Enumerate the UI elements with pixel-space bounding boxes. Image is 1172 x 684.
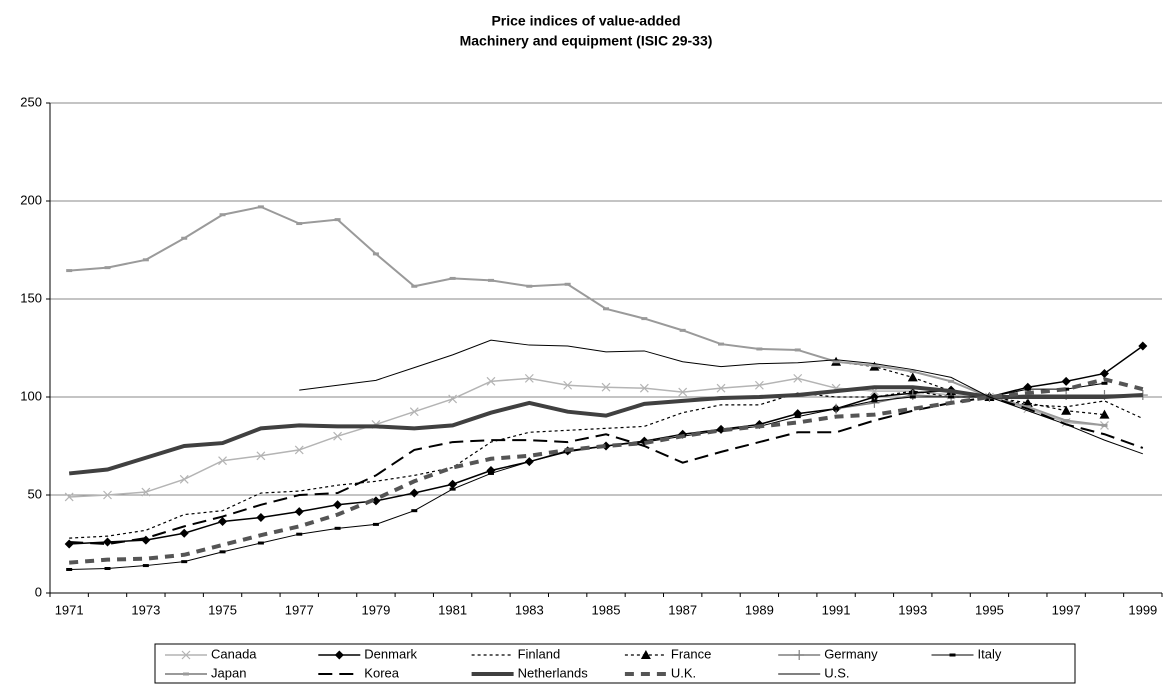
- y-tick-label: 150: [20, 290, 42, 305]
- data-point: [754, 380, 764, 390]
- data-point: [448, 394, 458, 404]
- chart-title: Price indices of value-added: [491, 13, 680, 29]
- x-tick-label: 1999: [1128, 602, 1157, 617]
- legend-marker: [334, 650, 344, 660]
- data-point: [869, 397, 880, 408]
- legend-label: Finland: [518, 646, 561, 661]
- data-point: [218, 456, 227, 466]
- x-tick-label: 1989: [745, 602, 774, 617]
- data-point: [103, 537, 113, 547]
- legend-label: Korea: [364, 665, 399, 680]
- x-tick-label: 1985: [592, 602, 621, 617]
- data-point: [256, 513, 266, 523]
- x-tick-label: 1977: [285, 602, 314, 617]
- y-tick-label: 100: [20, 388, 42, 403]
- data-point: [409, 407, 419, 417]
- data-point: [179, 528, 189, 538]
- series-line: [69, 382, 1105, 570]
- data-point: [371, 496, 381, 506]
- data-point: [333, 431, 343, 441]
- legend-marker: [640, 650, 651, 659]
- series-line: [299, 339, 1143, 455]
- data-point: [601, 382, 611, 392]
- data-point: [1099, 409, 1110, 419]
- legend-label: Canada: [211, 646, 257, 661]
- data-point: [218, 516, 228, 526]
- x-tick-label: 1995: [975, 602, 1004, 617]
- data-point: [907, 372, 918, 382]
- data-point: [294, 507, 304, 517]
- data-point: [678, 387, 688, 397]
- data-point: [448, 479, 458, 489]
- legend-label: Denmark: [364, 646, 417, 661]
- legend-label: Japan: [211, 665, 246, 680]
- x-tick-label: 1993: [898, 602, 927, 617]
- data-point: [141, 487, 151, 497]
- chart-subtitle: Machinery and equipment (ISIC 29-33): [460, 33, 713, 49]
- data-point: [1061, 376, 1071, 386]
- data-point: [64, 492, 74, 502]
- series-line: [69, 377, 1105, 498]
- legend-label: Italy: [978, 646, 1002, 661]
- data-point: [486, 376, 496, 386]
- legend-label: Netherlands: [518, 665, 589, 680]
- data-point: [64, 539, 74, 549]
- data-point: [1138, 341, 1148, 351]
- y-tick-label: 50: [28, 486, 42, 501]
- data-point: [103, 490, 112, 500]
- x-tick-label: 1981: [438, 602, 467, 617]
- data-point: [1022, 397, 1033, 407]
- data-point: [333, 500, 343, 510]
- x-tick-label: 1987: [668, 602, 697, 617]
- data-point: [179, 474, 189, 484]
- series-line: [69, 377, 1144, 565]
- legend-label: Germany: [824, 646, 878, 661]
- x-tick-label: 1973: [131, 602, 160, 617]
- x-tick-label: 1979: [361, 602, 390, 617]
- y-tick-label: 250: [20, 94, 42, 109]
- data-point: [1061, 405, 1072, 415]
- data-point: [294, 445, 304, 455]
- legend-label: U.K.: [671, 665, 696, 680]
- data-point: [256, 451, 266, 461]
- data-point: [141, 535, 151, 545]
- data-point: [524, 373, 534, 383]
- legend-marker: [794, 650, 805, 660]
- x-tick-label: 1991: [822, 602, 851, 617]
- data-point: [716, 383, 726, 393]
- x-tick-label: 1997: [1052, 602, 1081, 617]
- data-point: [1099, 368, 1109, 378]
- data-point: [563, 380, 573, 390]
- x-tick-label: 1971: [55, 602, 84, 617]
- legend-label: U.S.: [824, 665, 849, 680]
- series-line: [69, 395, 1144, 546]
- y-tick-label: 200: [20, 192, 42, 207]
- legend-marker: [181, 650, 191, 660]
- series-line: [68, 385, 1143, 476]
- legend-box: [154, 643, 1076, 684]
- x-tick-label: 1975: [208, 602, 237, 617]
- data-point: [793, 373, 803, 383]
- data-point: [409, 488, 419, 498]
- y-tick-label: 0: [35, 584, 42, 599]
- legend-label: France: [671, 646, 711, 661]
- x-tick-label: 1983: [515, 602, 544, 617]
- series-line: [69, 205, 1105, 427]
- series-line: [69, 390, 1144, 539]
- data-point: [639, 383, 649, 393]
